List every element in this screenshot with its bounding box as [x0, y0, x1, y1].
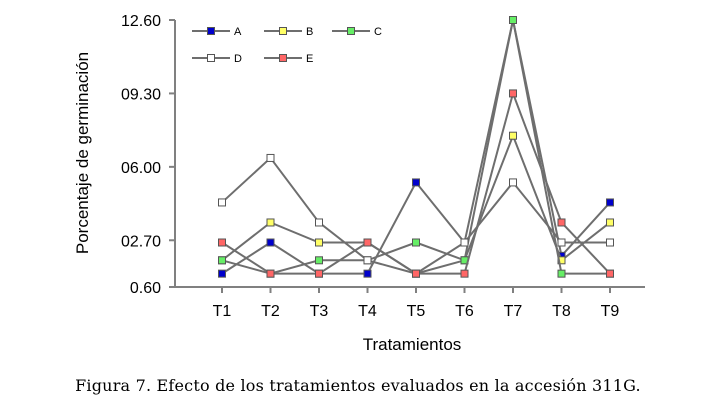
legend: A B C D E	[192, 26, 382, 65]
x-tick-label: T2	[261, 303, 280, 320]
series-e	[218, 89, 614, 278]
data-point	[460, 269, 469, 278]
legend-label: B	[306, 26, 313, 38]
x-tick-label: T3	[310, 303, 329, 320]
y-tick-label: 12.60	[121, 13, 161, 30]
data-point	[266, 153, 275, 162]
x-tick-label: T6	[455, 303, 474, 320]
series-c	[218, 16, 614, 278]
data-point	[412, 269, 420, 278]
y-ticks: 0.60 02.70 06.00 09.30 12.60	[121, 13, 175, 297]
data-point	[266, 238, 275, 247]
axes	[174, 20, 645, 288]
data-point	[509, 178, 517, 187]
y-tick-label: 06.00	[121, 160, 161, 177]
data-point	[315, 269, 323, 278]
data-point	[606, 269, 614, 278]
legend-marker	[279, 27, 287, 35]
data-point	[218, 269, 226, 278]
data-point	[218, 256, 226, 265]
data-point	[460, 238, 469, 247]
y-tick-label: 02.70	[121, 233, 161, 250]
x-tick-label: T8	[552, 303, 571, 320]
x-tick-label: T5	[407, 303, 426, 320]
data-point	[509, 89, 517, 98]
figure-caption: Figura 7. Efecto de los tratamientos eva…	[75, 376, 641, 395]
x-tick-label: T9	[601, 303, 620, 320]
data-point	[606, 198, 614, 207]
data-point	[266, 218, 275, 227]
data-point	[315, 256, 323, 265]
data-point	[606, 238, 614, 247]
y-axis-title: Porcentaje de germinación	[73, 52, 92, 254]
legend-label: A	[234, 26, 242, 38]
data-point	[557, 269, 566, 278]
data-point	[363, 256, 372, 265]
x-tick-label: T4	[358, 303, 377, 320]
x-tick-label: T7	[504, 303, 523, 320]
legend-item-e: E	[264, 53, 313, 65]
data-point	[606, 218, 614, 227]
data-point	[266, 269, 275, 278]
data-point	[363, 238, 372, 247]
y-tick-label: 09.30	[121, 86, 161, 103]
data-point	[363, 269, 372, 278]
legend-item-d: D	[192, 53, 242, 65]
legend-item-b: B	[264, 26, 313, 38]
data-point	[509, 131, 517, 140]
data-point	[557, 218, 566, 227]
legend-item-c: C	[332, 26, 382, 38]
legend-label: D	[234, 53, 242, 65]
data-point	[218, 198, 226, 207]
data-point	[412, 178, 420, 187]
legend-marker	[347, 27, 355, 35]
data-point	[509, 16, 517, 24]
x-axis-title: Tratamientos	[363, 335, 462, 354]
data-point	[412, 238, 420, 247]
legend-marker	[279, 54, 287, 62]
data-point	[315, 238, 323, 247]
series-line	[221, 156, 610, 275]
data-point	[218, 238, 226, 247]
data-point	[557, 238, 566, 247]
series-layer	[218, 16, 614, 278]
legend-marker	[207, 54, 215, 62]
legend-item-a: A	[192, 26, 242, 38]
x-tick-label: T1	[213, 303, 232, 320]
legend-label: E	[306, 53, 313, 65]
legend-marker	[207, 27, 215, 35]
legend-label: C	[374, 26, 382, 38]
x-ticks: T1 T2 T3 T4 T5 T6 T7 T8 T9	[213, 287, 620, 320]
data-point	[315, 218, 323, 227]
y-tick-label: 0.60	[130, 280, 161, 297]
